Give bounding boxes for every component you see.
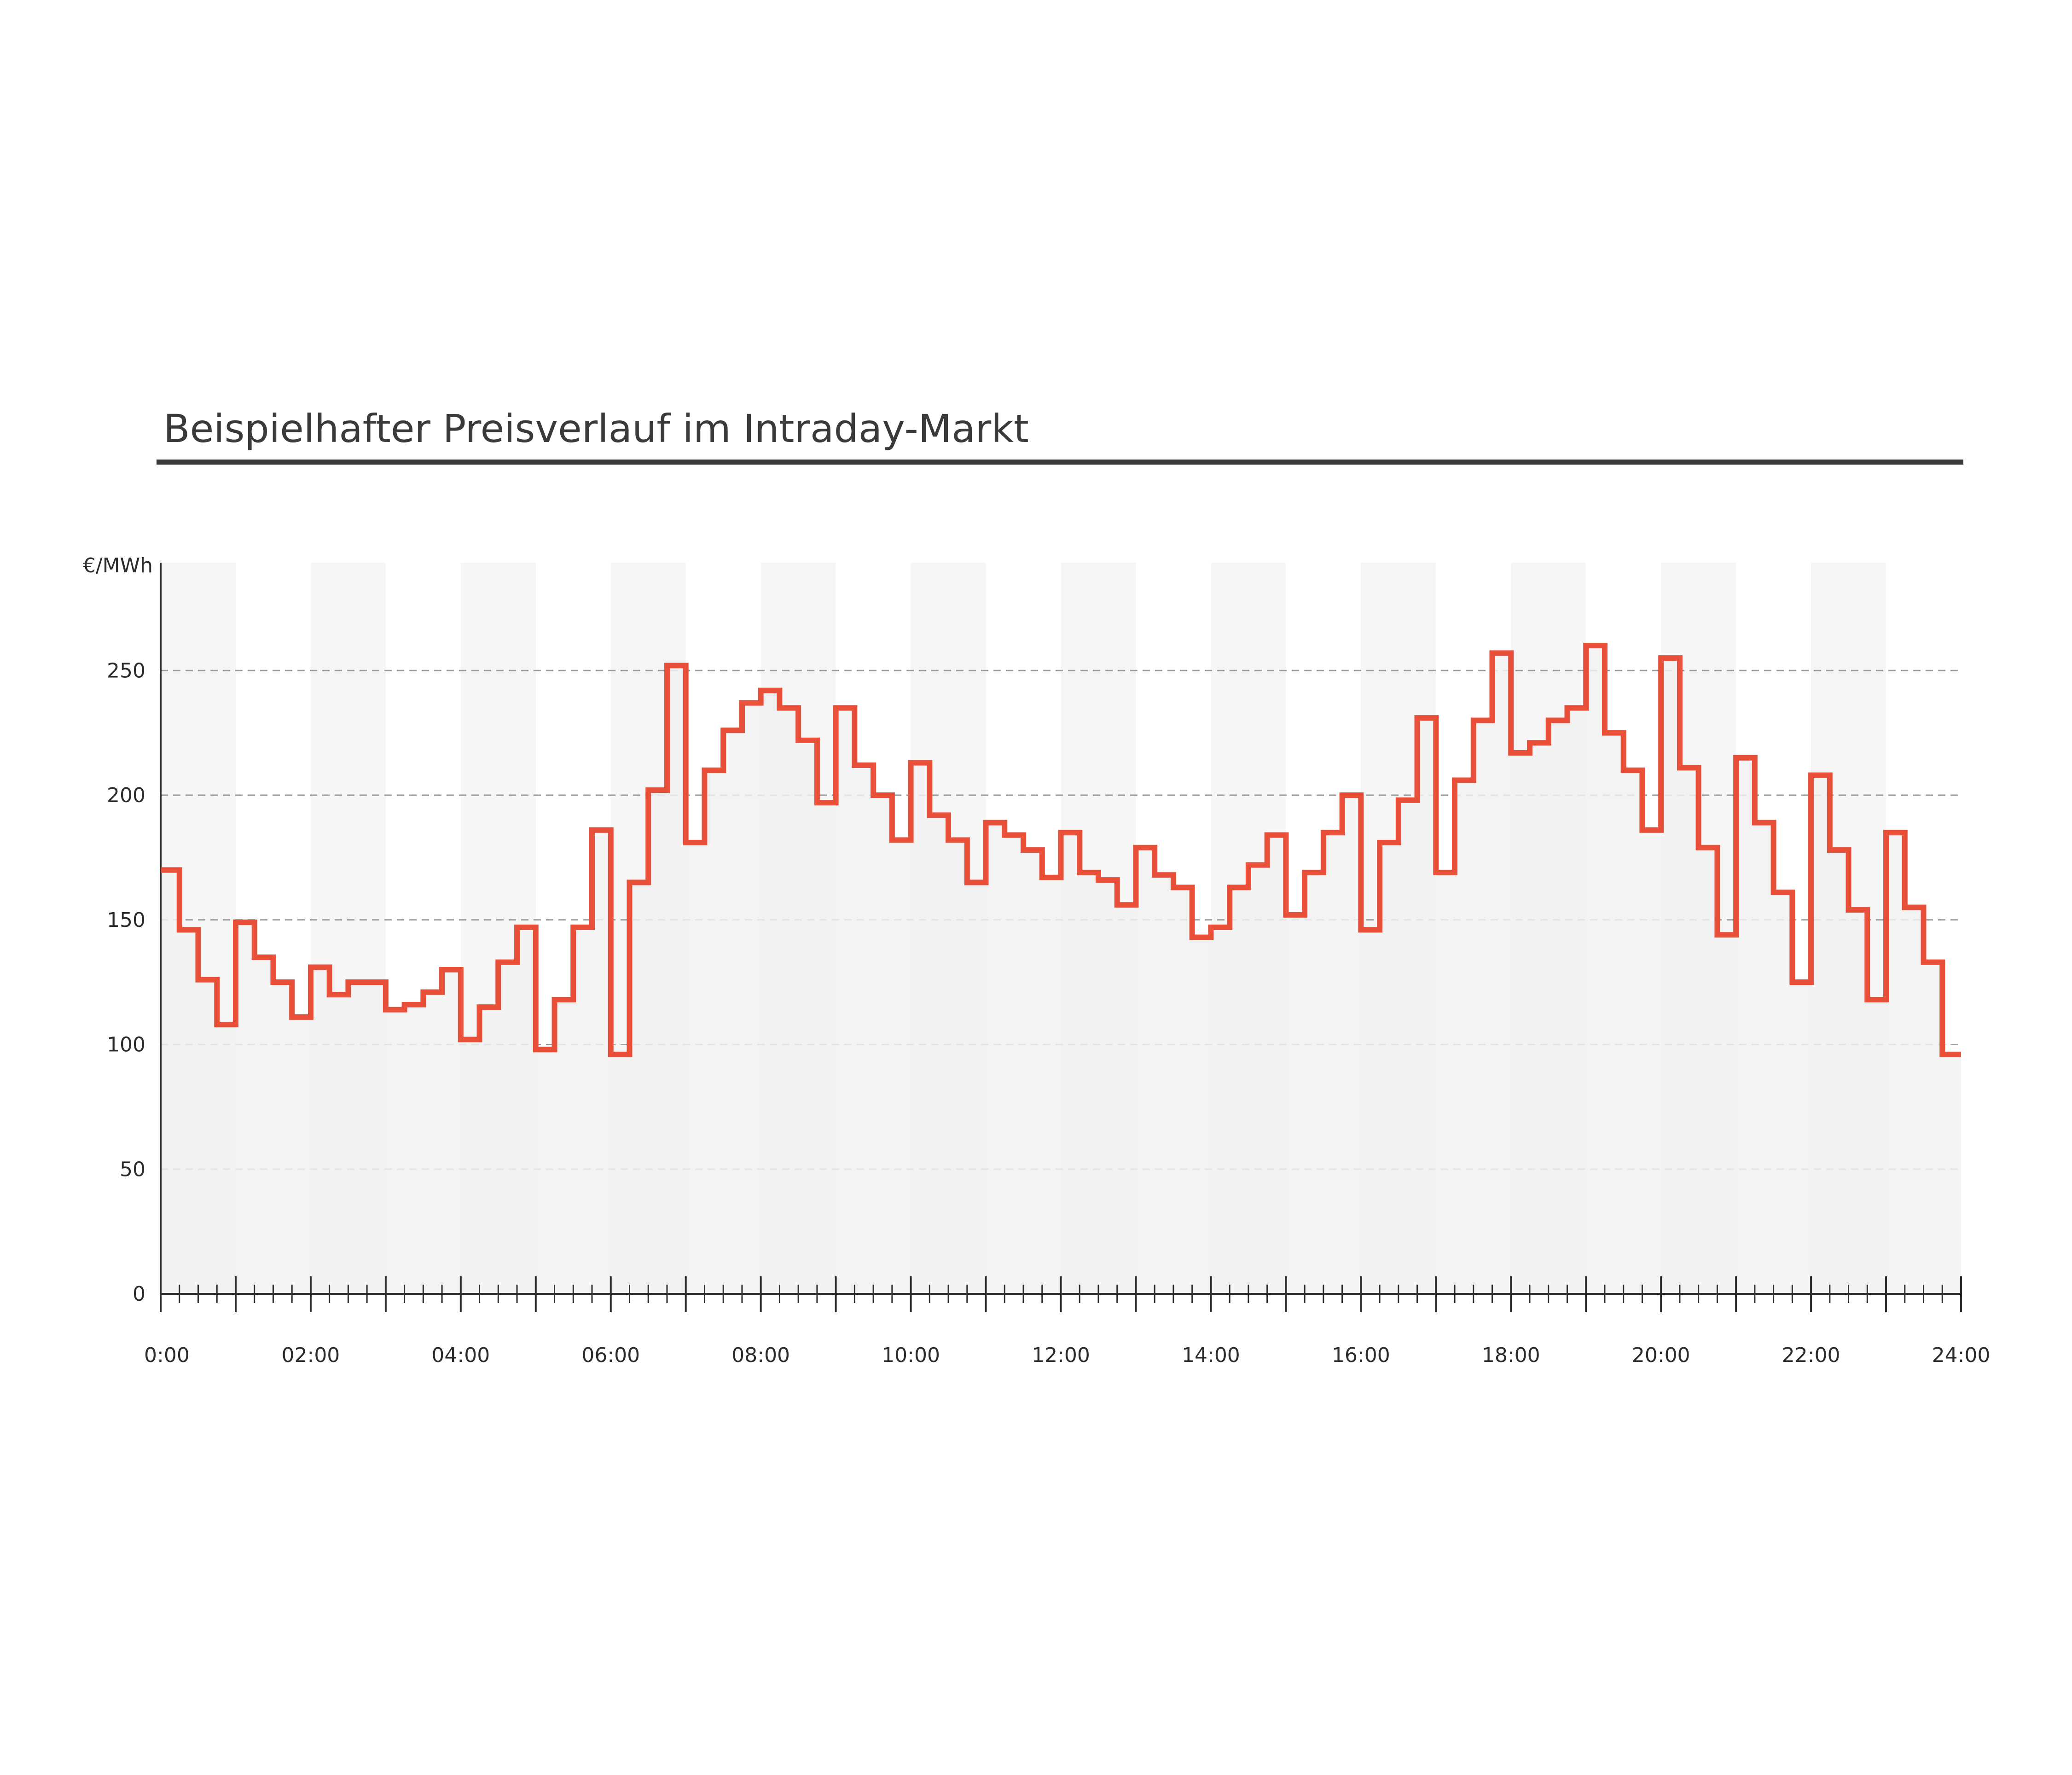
y-tick-label: 150 (107, 908, 145, 932)
y-tick-label: 250 (107, 659, 145, 682)
x-tick-label: 20:00 (1632, 1344, 1690, 1367)
axis-labels: Beispielhafter Preisverlauf im Intraday-… (83, 406, 1991, 1367)
x-tick-label: 08:00 (731, 1344, 790, 1367)
price-step-line (161, 643, 1961, 1058)
x-tick-label: 10:00 (882, 1344, 940, 1367)
chart-title: Beispielhafter Preisverlauf im Intraday-… (163, 406, 1029, 451)
x-tick-label: 22:00 (1782, 1344, 1840, 1367)
x-tick-label: 24:00 (1932, 1344, 1991, 1367)
x-tick-label: 04:00 (431, 1344, 490, 1367)
axes (160, 563, 1962, 1312)
y-tick-label: 100 (107, 1033, 145, 1057)
x-tick-label: 0:00 (144, 1344, 190, 1367)
x-tick-label: 18:00 (1482, 1344, 1540, 1367)
y-axis-unit-label: €/MWh (83, 554, 153, 577)
y-tick-label: 200 (107, 784, 145, 807)
price-area-fill (161, 646, 1961, 1294)
x-tick-label: 14:00 (1182, 1344, 1240, 1367)
y-tick-label: 50 (120, 1158, 145, 1181)
title-underline (157, 460, 1963, 465)
price-series (161, 643, 1961, 1058)
price-area (161, 646, 1961, 1294)
x-tick-label: 06:00 (581, 1344, 640, 1367)
x-tick-label: 12:00 (1032, 1344, 1090, 1367)
x-tick-label: 02:00 (282, 1344, 340, 1367)
y-tick-label: 0 (133, 1282, 145, 1306)
x-tick-label: 16:00 (1332, 1344, 1390, 1367)
